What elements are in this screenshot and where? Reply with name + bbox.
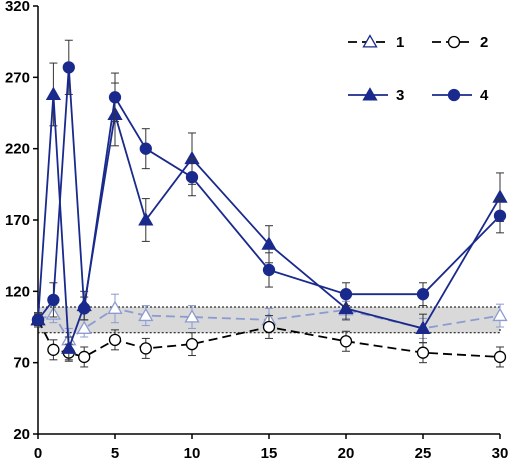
- data-point: [184, 309, 200, 323]
- x-tick-label: 15: [261, 445, 278, 462]
- x-tick-label: 5: [111, 445, 119, 462]
- legend-entry-4: 4: [432, 87, 489, 104]
- data-point: [416, 346, 430, 359]
- x-tick-label: 25: [415, 445, 432, 462]
- data-point: [138, 307, 154, 322]
- data-point: [339, 335, 353, 348]
- y-tick-label: 70: [13, 355, 30, 372]
- data-point: [261, 236, 277, 250]
- data-point: [185, 337, 199, 351]
- data-point: [139, 142, 152, 155]
- data-point: [493, 209, 507, 222]
- data-point: [493, 350, 507, 364]
- y-tick-label: 320: [5, 0, 30, 15]
- legend-marker: [447, 35, 461, 49]
- data-point: [339, 288, 353, 301]
- data-point: [492, 307, 508, 322]
- legend-marker: [362, 87, 378, 101]
- y-tick-label: 270: [5, 69, 30, 86]
- legend-label: 4: [480, 87, 489, 104]
- data-point: [76, 320, 92, 334]
- axes-layer: 20 70 120 170 220 270 320 0 5 10 15 20 25 30: [5, 0, 508, 462]
- data-point: [31, 313, 45, 327]
- data-point: [78, 350, 91, 364]
- x-tick-label: 0: [34, 445, 42, 462]
- x-tick-label: 30: [492, 445, 509, 462]
- data-point: [415, 320, 431, 334]
- data-point: [47, 343, 60, 356]
- data-point: [262, 263, 276, 277]
- data-point: [107, 300, 123, 314]
- legend-entry-2: 2: [432, 34, 488, 51]
- legend-marker: [447, 88, 461, 102]
- data-point: [139, 342, 152, 355]
- data-point: [62, 61, 75, 74]
- y-tick-label: 120: [5, 283, 30, 300]
- x-tick-label: 10: [184, 445, 201, 462]
- legend-entry-3: 3: [348, 87, 404, 104]
- series-4: [31, 39, 507, 328]
- data-point: [61, 340, 77, 354]
- data-point: [78, 302, 91, 315]
- legend-marker: [362, 34, 378, 48]
- data-point: [47, 293, 60, 307]
- data-point: [338, 300, 354, 314]
- data-point: [416, 288, 430, 301]
- series-layer: [30, 39, 508, 368]
- data-point: [262, 320, 276, 334]
- y-tick-label: 20: [13, 426, 30, 443]
- data-point: [45, 86, 62, 100]
- legend-label: 3: [396, 87, 404, 104]
- y-tick-label: 220: [5, 141, 30, 158]
- data-point: [108, 333, 122, 346]
- x-tick-label: 20: [338, 445, 355, 462]
- legend: 1 2 3 4: [348, 34, 489, 104]
- data-point: [185, 171, 199, 184]
- legend-label: 1: [396, 34, 404, 51]
- legend-entry-1: 1: [348, 34, 404, 51]
- data-point: [138, 212, 154, 226]
- legend-label: 2: [480, 34, 488, 51]
- y-tick-label: 170: [5, 212, 30, 229]
- data-point: [108, 91, 122, 104]
